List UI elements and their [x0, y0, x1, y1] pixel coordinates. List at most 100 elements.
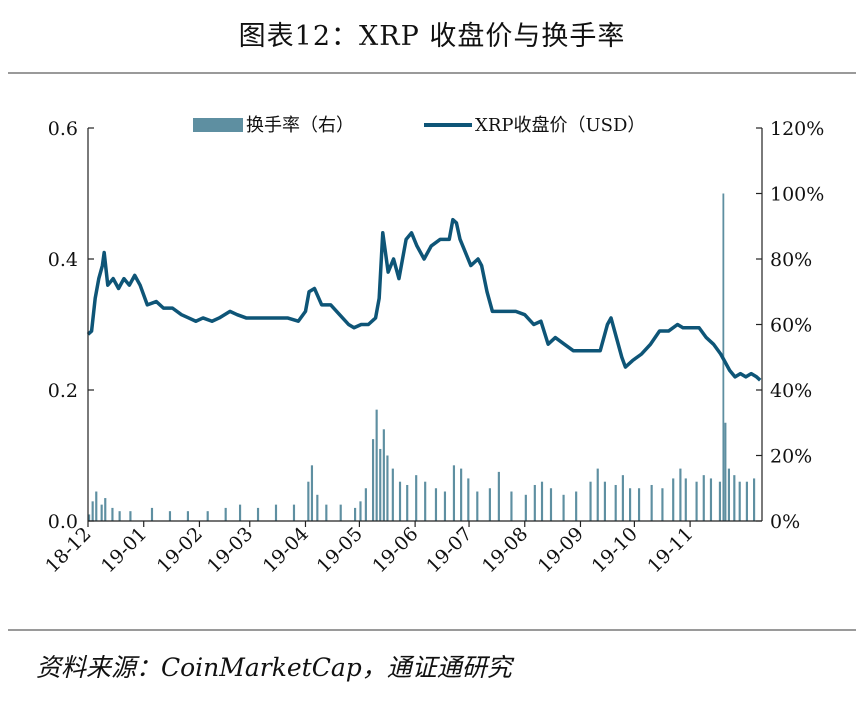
turnover-bar [702, 475, 705, 521]
top-divider [8, 72, 856, 74]
legend-label-price: XRP收盘价（USD） [475, 115, 645, 136]
turnover-bar [524, 494, 527, 521]
turnover-bar [679, 468, 682, 521]
turnover-bar [562, 494, 565, 521]
right-tick-label: 60% [770, 315, 812, 337]
turnover-bar [274, 504, 278, 522]
source-note: 资料来源：CoinMarketCap，通证通研究 [36, 653, 512, 682]
turnover-bar [88, 514, 91, 521]
x-tick-label: 19-07 [422, 523, 476, 577]
turnover-bar [575, 491, 578, 521]
turnover-bar [238, 504, 242, 522]
right-axis-ticks: 0% 20% 40% 60% 80% 100% 120% [756, 118, 824, 533]
turnover-bar [434, 488, 438, 521]
right-tick-label: 120% [770, 118, 824, 140]
right-tick-label: 20% [770, 446, 812, 468]
right-tick-label: 0% [770, 511, 800, 533]
turnover-bar [364, 488, 367, 521]
turnover-bar [359, 501, 362, 521]
turnover-bar [709, 478, 713, 521]
turnover-bar [91, 501, 94, 521]
left-axis-ticks: 0.0 0.2 0.4 0.6 [48, 118, 94, 533]
right-tick-label: 100% [770, 184, 824, 206]
x-tick-label: 19-04 [259, 523, 313, 577]
turnover-bar [382, 429, 385, 521]
turnover-bar [724, 422, 727, 521]
turnover-bar [371, 439, 375, 522]
turnover-bar [354, 507, 357, 521]
turnover-bar [488, 488, 491, 521]
turnover-bar [661, 488, 664, 521]
x-tick-label: 19-03 [203, 523, 257, 577]
turnover-bar [375, 409, 378, 521]
turnover-bar [467, 478, 470, 521]
turnover-bar [672, 478, 675, 521]
turnover-bar [129, 511, 132, 521]
price-line [86, 217, 762, 382]
right-tick-label: 80% [770, 249, 812, 271]
turnover-bar [95, 491, 98, 521]
turnover-bar [339, 504, 342, 522]
turnover-bar [325, 504, 328, 522]
turnover-bar [549, 488, 553, 521]
turnover-bar [460, 468, 463, 521]
legend-label-turnover: 换手率（右） [246, 115, 354, 136]
turnover-bar [533, 484, 536, 521]
turnover-bar [150, 507, 154, 521]
turnover-bar [386, 455, 389, 521]
turnover-bar [745, 481, 748, 521]
legend-swatch-turnover [193, 118, 243, 132]
turnover-bar [650, 484, 653, 521]
turnover-bar [718, 481, 722, 521]
x-tick-label: 19-06 [368, 523, 422, 577]
turnover-bar [733, 475, 736, 521]
x-tick-label: 19-10 [588, 523, 642, 577]
x-tick-label: 19-08 [478, 523, 532, 577]
turnover-bar [753, 478, 756, 521]
turnover-price-chart: 换手率（右） XRP收盘价（USD） 0.0 0.2 0.4 0.6 0% 20% 40%… [41, 115, 824, 577]
left-tick-label: 0.2 [48, 380, 78, 402]
turnover-bar [621, 475, 624, 521]
turnover-bar [738, 481, 741, 521]
turnover-bar [415, 475, 418, 521]
turnover-bar [727, 468, 731, 521]
turnover-bar [310, 465, 314, 521]
turnover-bar [452, 465, 456, 521]
axes [87, 128, 763, 522]
turnover-bar [589, 481, 592, 521]
turnover-bar [540, 481, 544, 521]
turnover-bar [398, 481, 402, 521]
turnover-bar [168, 511, 172, 521]
turnover-bar [104, 498, 107, 521]
turnover-bar [603, 481, 606, 521]
turnover-bar [443, 491, 447, 521]
x-tick-label: 19-09 [534, 523, 588, 577]
turnover-bar [379, 448, 382, 521]
turnover-bar [510, 491, 513, 521]
turnover-bar [637, 488, 641, 521]
turnover-bar [424, 481, 427, 521]
turnover-bar [186, 511, 190, 521]
chart-title: 图表12：XRP 收盘价与换手率 [238, 21, 626, 52]
turnover-bar [316, 494, 319, 521]
turnover-bar [391, 468, 394, 521]
turnover-bar [406, 484, 409, 521]
turnover-bar [497, 471, 500, 522]
turnover-bar [629, 488, 632, 521]
turnover-bar [100, 504, 103, 522]
x-tick-label: 19-11 [643, 523, 697, 577]
left-tick-label: 0.4 [48, 249, 78, 271]
turnover-bar [256, 507, 260, 521]
turnover-bar [476, 491, 479, 521]
left-tick-label: 0.6 [48, 118, 78, 140]
turnover-bar [224, 507, 227, 521]
turnover-bar [118, 511, 121, 521]
x-tick-label: 19-05 [313, 523, 367, 577]
x-tick-label: 19-01 [97, 523, 151, 577]
turnover-bar [596, 468, 599, 521]
left-tick-label: 0.0 [48, 511, 78, 533]
turnover-bar [206, 511, 209, 521]
turnover-bars [88, 193, 756, 522]
turnover-bar [307, 481, 310, 521]
